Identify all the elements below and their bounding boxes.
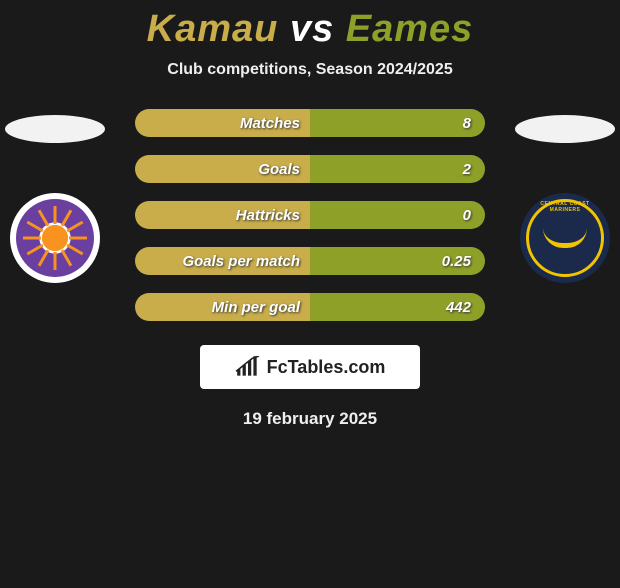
chart-icon: [235, 356, 261, 378]
stat-row: Goals2: [135, 155, 485, 183]
stat-label: Matches: [135, 109, 310, 137]
stat-value: 2: [310, 155, 485, 183]
brand-badge: FcTables.com: [200, 345, 420, 389]
right-player-column: CENTRAL COASTMARINERS: [510, 109, 620, 283]
subtitle: Club competitions, Season 2024/2025: [0, 61, 620, 79]
stat-value: 0: [310, 201, 485, 229]
stat-row: Goals per match0.25: [135, 247, 485, 275]
player1-club-badge: [10, 193, 100, 283]
stat-value: 442: [310, 293, 485, 321]
stat-value: 8: [310, 109, 485, 137]
stat-bars: Matches8Goals2Hattricks0Goals per match0…: [135, 109, 485, 321]
stat-row: Min per goal442: [135, 293, 485, 321]
player2-name: Eames: [346, 8, 474, 50]
player2-club-badge: CENTRAL COASTMARINERS: [520, 193, 610, 283]
player1-avatar-placeholder: [5, 115, 105, 143]
stat-label: Min per goal: [135, 293, 310, 321]
brand-text: FcTables.com: [267, 357, 386, 378]
stat-value: 0.25: [310, 247, 485, 275]
stat-label: Goals: [135, 155, 310, 183]
left-player-column: [0, 109, 110, 283]
player1-name: Kamau: [147, 8, 279, 50]
player2-avatar-placeholder: [515, 115, 615, 143]
stat-label: Goals per match: [135, 247, 310, 275]
content-area: CENTRAL COASTMARINERS Matches8Goals2Hatt…: [0, 109, 620, 429]
stat-row: Matches8: [135, 109, 485, 137]
date-text: 19 february 2025: [0, 409, 620, 429]
stat-row: Hattricks0: [135, 201, 485, 229]
stat-label: Hattricks: [135, 201, 310, 229]
comparison-title: Kamau vs Eames: [0, 8, 620, 51]
vs-text: vs: [290, 8, 334, 50]
